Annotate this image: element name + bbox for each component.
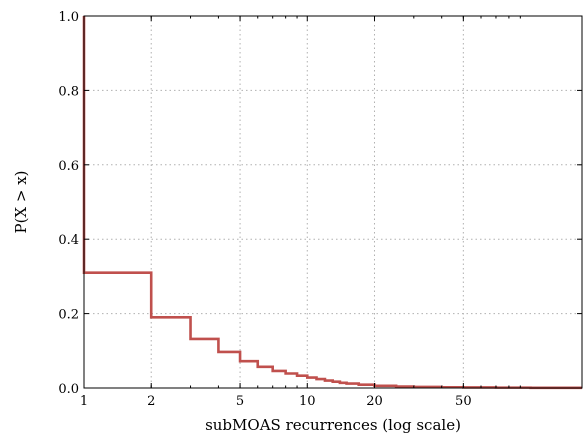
y-tick-label: 0.4 bbox=[58, 233, 79, 248]
plot-frame bbox=[83, 15, 583, 389]
y-tick-label: 0.0 bbox=[58, 382, 79, 397]
x-tick-label: 50 bbox=[455, 394, 472, 409]
ccdf-series-line bbox=[82, 16, 582, 390]
x-tick-label: 1 bbox=[80, 394, 88, 409]
tick-labels: 0.0 0.2 0.4 0.6 0.8 1.0 1 2 5 10 20 50 bbox=[58, 10, 471, 409]
series-layer bbox=[82, 16, 582, 390]
x-tick-label: 20 bbox=[366, 394, 383, 409]
x-axis-title: subMOAS recurrences (log scale) bbox=[205, 416, 461, 434]
x-tick-label: 2 bbox=[147, 394, 155, 409]
y-tick-label: 1.0 bbox=[58, 10, 79, 25]
y-tick-label: 0.2 bbox=[58, 308, 79, 323]
grid-lines bbox=[84, 16, 582, 388]
y-tick-label: 0.8 bbox=[58, 84, 79, 99]
y-axis-title: P(X > x) bbox=[12, 170, 30, 233]
x-tick-label: 10 bbox=[299, 394, 316, 409]
x-tick-label: 5 bbox=[236, 394, 244, 409]
y-tick-label: 0.6 bbox=[58, 159, 79, 174]
axis-ticks bbox=[83, 15, 582, 389]
